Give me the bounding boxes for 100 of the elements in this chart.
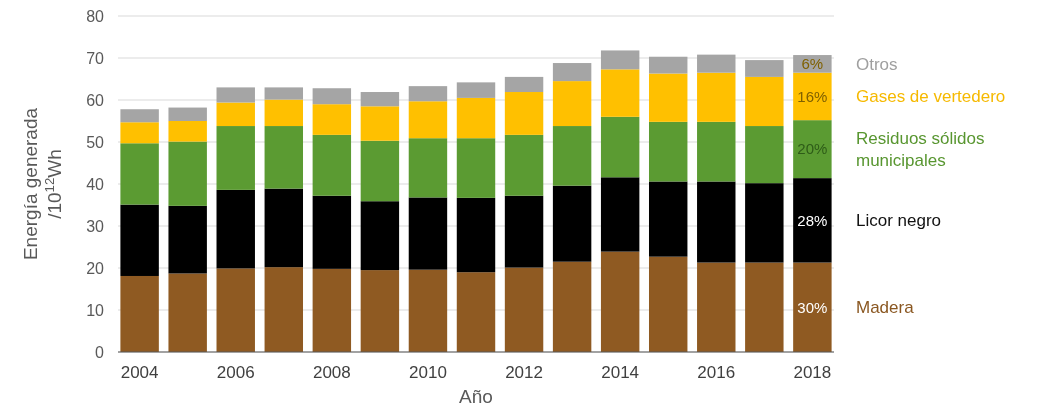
bar: [120, 122, 159, 144]
bar: [504, 134, 544, 196]
x-tick-label: 2018: [793, 363, 832, 382]
bar: [456, 197, 496, 273]
bar: [168, 205, 207, 274]
x-tick-label: 2006: [216, 363, 255, 382]
y-tick-label: 20: [86, 259, 105, 277]
bar: [648, 121, 688, 182]
series-label: Gases de vertedero: [856, 87, 1006, 107]
y-tick-label: 40: [86, 175, 105, 193]
bar: [264, 99, 304, 127]
bar: [456, 138, 496, 198]
bar: [408, 269, 448, 352]
bar: [168, 107, 207, 121]
x-tick-label: 2014: [601, 363, 640, 382]
bar: [552, 126, 592, 186]
bar: [312, 134, 352, 196]
y-tick-label: 70: [86, 49, 105, 67]
bar: [600, 251, 640, 352]
y-tick-label: 30: [86, 217, 105, 235]
x-tick-label: 2004: [120, 363, 159, 382]
bar: [216, 126, 255, 190]
bar: [793, 120, 832, 179]
bar: [697, 121, 736, 182]
bar: [312, 268, 352, 352]
annotation: 20%: [797, 140, 828, 158]
bar: [456, 97, 496, 139]
bar: [120, 143, 159, 205]
bar: [504, 92, 544, 135]
bar: [456, 82, 496, 98]
bar: [648, 73, 688, 122]
bar: [168, 141, 207, 206]
series-label: Residuos sólidos municipales: [856, 129, 985, 171]
bar: [360, 140, 400, 202]
bar: [552, 81, 592, 127]
bar: [408, 101, 448, 139]
x-tick-label: 2016: [697, 363, 736, 382]
y-tick-label: 50: [86, 133, 105, 151]
bar: [793, 262, 832, 352]
bar: [745, 183, 784, 263]
bar: [697, 72, 736, 122]
bar: [120, 109, 159, 123]
x-tick-label: 2012: [505, 363, 543, 382]
bar: [600, 177, 640, 252]
bar: [745, 60, 784, 77]
y-tick-label: 10: [86, 301, 105, 319]
series-label: Licor negro: [856, 211, 942, 231]
bar: [360, 270, 400, 352]
bar: [168, 273, 207, 352]
bar: [552, 261, 592, 352]
bar: [600, 69, 640, 117]
bar: [697, 181, 736, 263]
bar: [793, 72, 832, 121]
bar: [216, 189, 255, 269]
annotation: 28%: [797, 211, 828, 229]
series-label: Madera: [856, 298, 915, 318]
x-tick-label: 2008: [312, 363, 351, 382]
bar: [504, 195, 544, 268]
bar: [168, 121, 207, 142]
bar: [312, 88, 352, 105]
bar: [360, 92, 400, 107]
bar: [408, 138, 448, 198]
bar: [312, 104, 352, 135]
x-axis-title: Año: [459, 386, 493, 407]
y-tick-label: 60: [86, 91, 105, 109]
bar: [408, 86, 448, 102]
annotation: 16%: [797, 87, 828, 105]
bar: [648, 181, 688, 257]
bar: [600, 116, 640, 178]
bar: [745, 262, 784, 352]
bar: [360, 106, 400, 141]
bar: [552, 185, 592, 262]
bar: [264, 87, 304, 100]
bar: [264, 126, 304, 189]
bar: [504, 76, 544, 93]
y-tick-label: 80: [86, 7, 105, 25]
bar: [216, 102, 255, 127]
bar: [745, 76, 784, 127]
bar: [408, 197, 448, 270]
bar: [120, 204, 159, 276]
bar: [697, 262, 736, 352]
bar: [216, 268, 255, 352]
x-tick-label: 2010: [409, 363, 447, 382]
bar: [264, 188, 304, 268]
bar: [793, 178, 832, 263]
bar: [600, 50, 640, 70]
bar: [264, 267, 304, 352]
annotation: 6%: [801, 55, 824, 73]
bar: [745, 126, 784, 184]
bar: [216, 87, 255, 103]
bar: [120, 275, 159, 352]
bar: [697, 54, 736, 73]
bar: [552, 63, 592, 82]
bar: [360, 201, 400, 271]
bar: [504, 267, 544, 352]
bar: [648, 56, 688, 74]
bar: [456, 272, 496, 352]
y-tick-label: 0: [95, 343, 105, 361]
bar: [312, 195, 352, 269]
series-label: Otros: [856, 54, 898, 74]
